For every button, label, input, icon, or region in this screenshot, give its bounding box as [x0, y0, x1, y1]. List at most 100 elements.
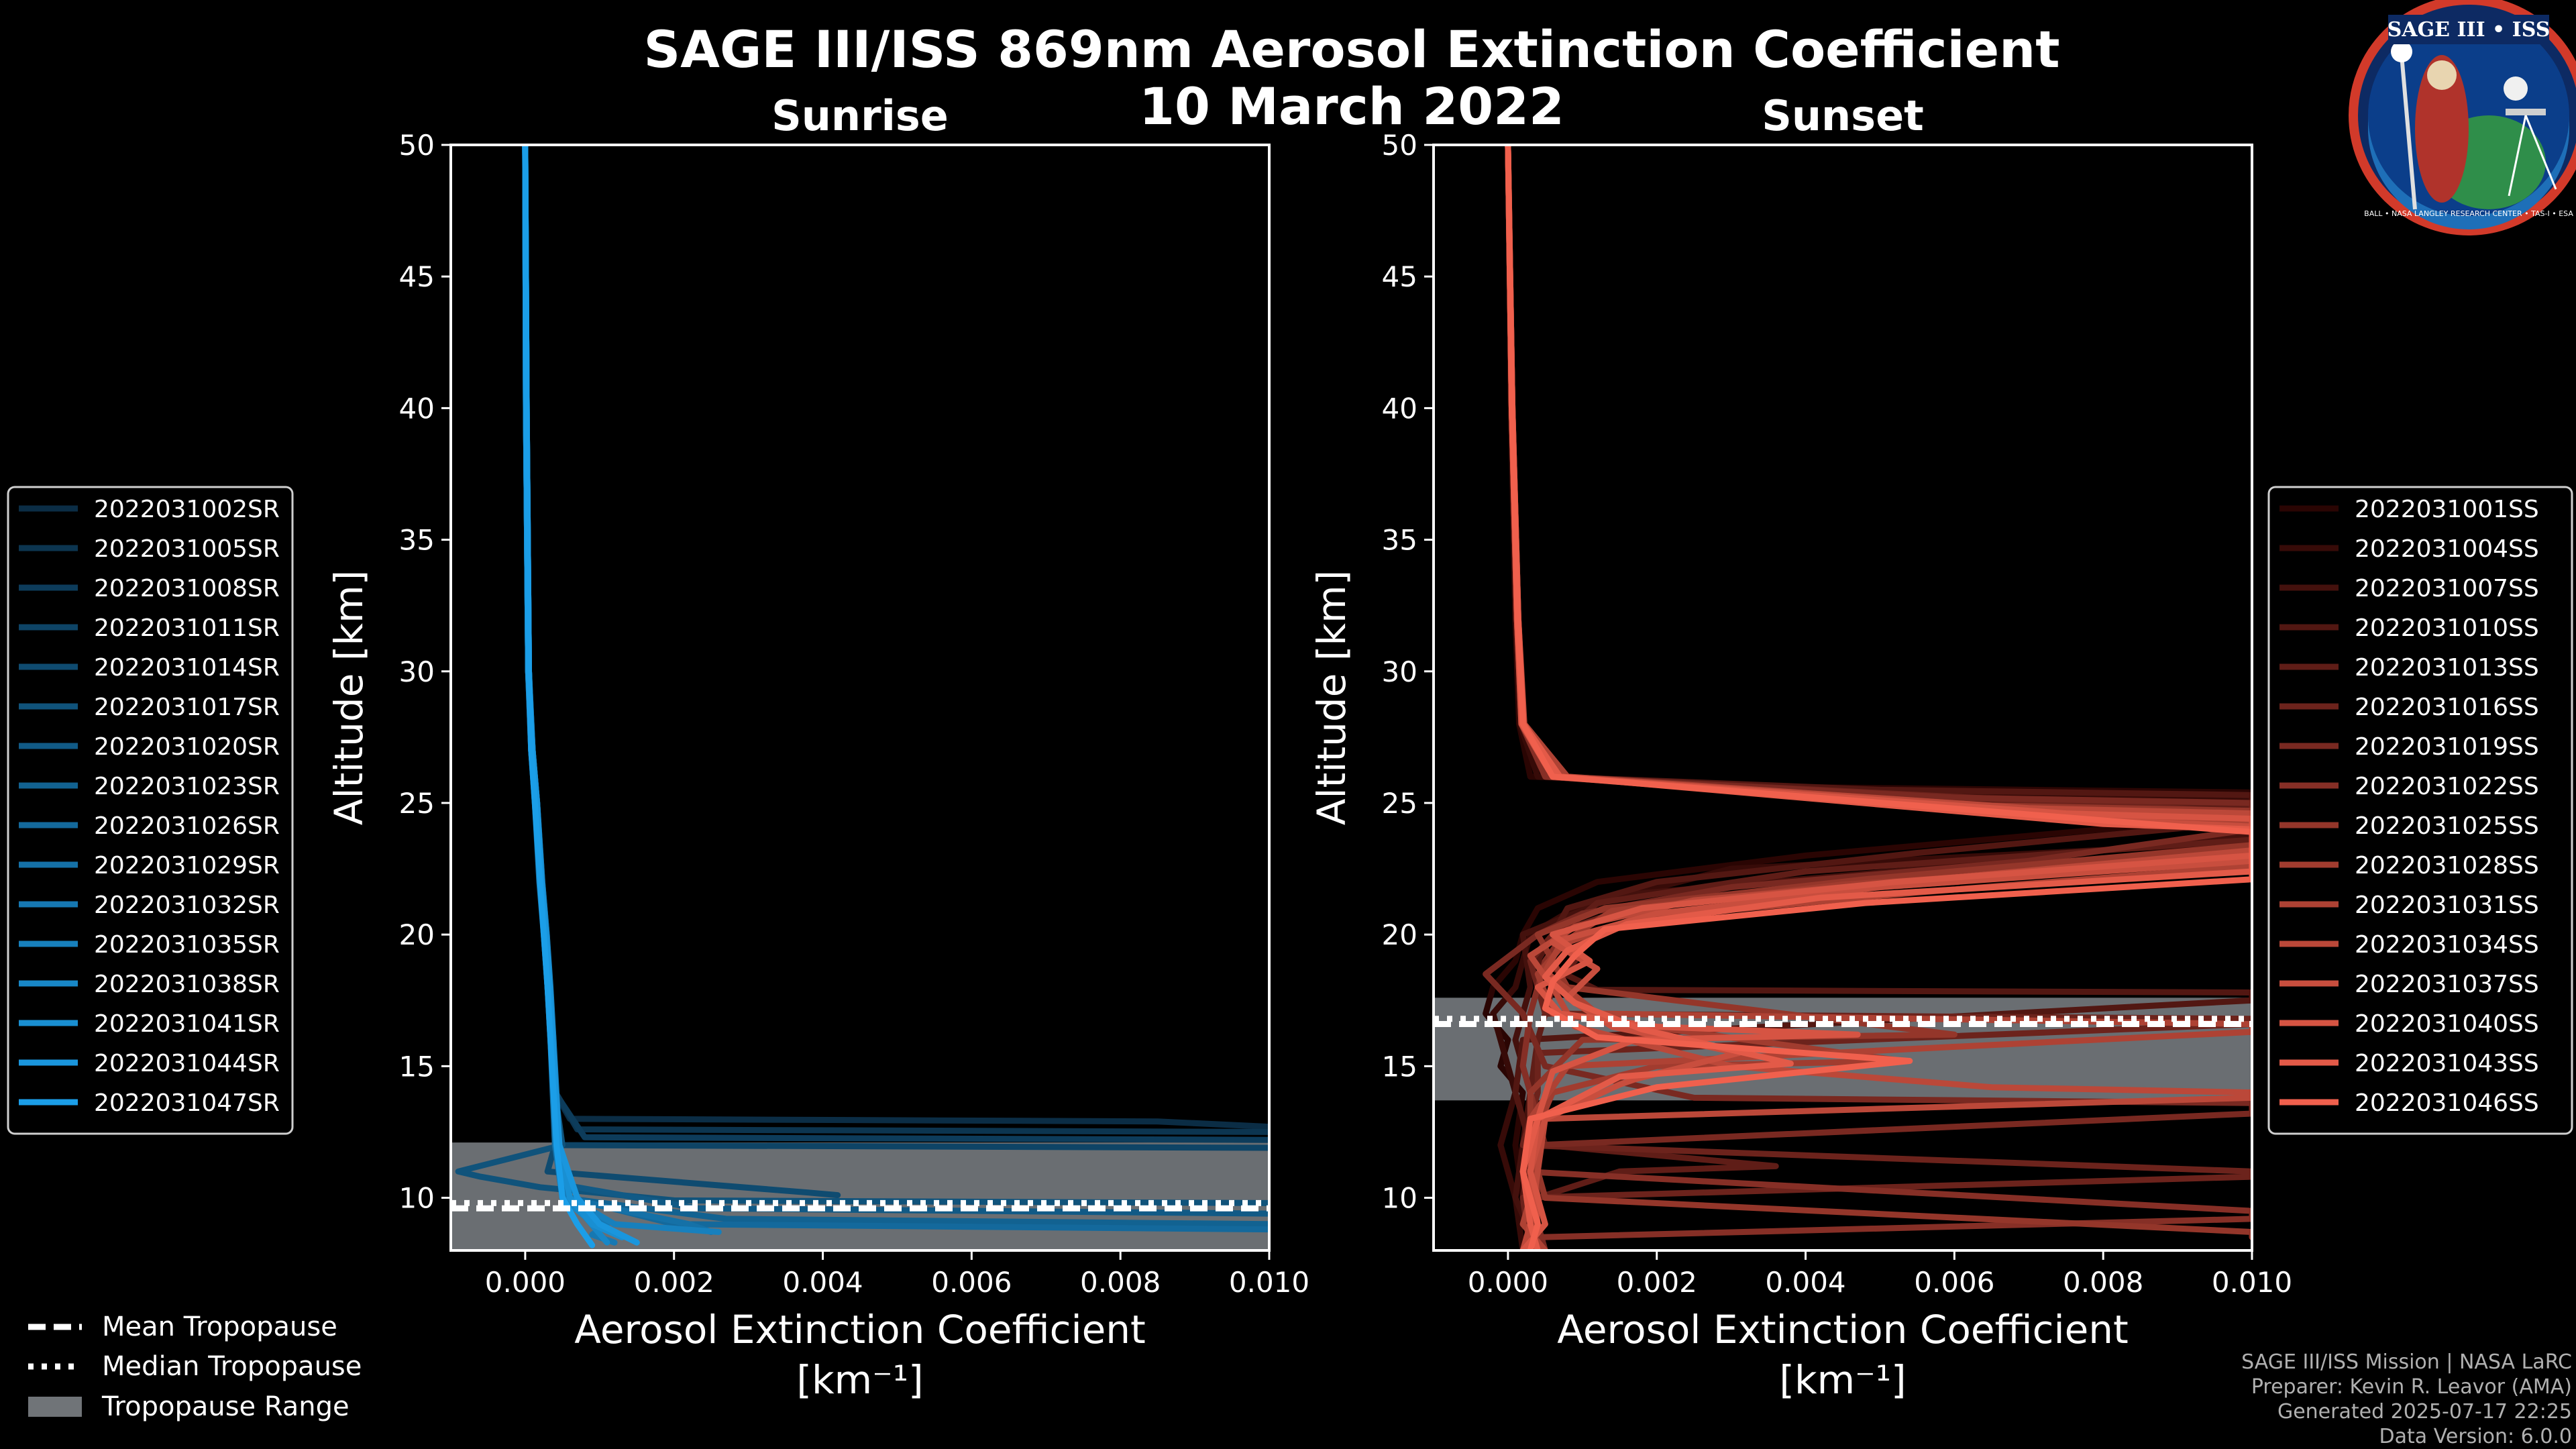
- sunrise-legend-label: 2022031041SR: [94, 1010, 280, 1038]
- sunrise-legend-label: 2022031008SR: [94, 575, 280, 602]
- sunrise-legend-label: 2022031047SR: [94, 1089, 280, 1117]
- sunrise-xlabel: Aerosol Extinction Coefficient: [574, 1307, 1146, 1352]
- footer-generated: Generated 2025-07-17 22:25: [2277, 1400, 2572, 1424]
- sunset-xtick-label: 0.006: [1914, 1266, 1994, 1299]
- sunset-xlabel: Aerosol Extinction Coefficient: [1557, 1307, 2129, 1352]
- sunrise-legend-label: 2022031005SR: [94, 535, 280, 563]
- sunrise-xtick-label: 0.010: [1229, 1266, 1309, 1299]
- sunrise-ytick-label: 45: [399, 260, 435, 293]
- sunset-ytick-label: 40: [1382, 392, 1417, 425]
- footer-mission: SAGE III/ISS Mission | NASA LaRC: [2241, 1350, 2572, 1374]
- sunrise-ylabel: Altitude [km]: [326, 570, 372, 825]
- sunset-legend-label: 2022031043SS: [2355, 1050, 2539, 1077]
- sunrise-legend: 2022031002SR 2022031005SR 2022031008SR 2022…: [7, 486, 294, 1135]
- sunrise-legend-label: 2022031014SR: [94, 654, 280, 682]
- sunset-ytick-label: 30: [1382, 655, 1417, 688]
- figure-silhouette-icon: [2415, 55, 2469, 203]
- sunset-legend-label: 2022031037SS: [2355, 971, 2539, 998]
- sunset-ylabel: Altitude [km]: [1309, 570, 1354, 825]
- sunset-legend-label: 2022031031SS: [2355, 892, 2539, 919]
- sunset-ytick-label: 35: [1382, 524, 1417, 557]
- sunrise-legend-label: 2022031026SR: [94, 812, 280, 840]
- sunrise-legend-label: 2022031044SR: [94, 1050, 280, 1077]
- sunrise-legend-label: 2022031023SR: [94, 773, 280, 800]
- sunset-legend-label: 2022031004SS: [2355, 535, 2539, 563]
- sunrise-legend-label: 2022031035SR: [94, 931, 280, 959]
- moon-icon: [2504, 76, 2528, 101]
- sunset-legend-label: 2022031040SS: [2355, 1010, 2539, 1038]
- sunrise-ytick-label: 25: [399, 787, 435, 820]
- sunrise-legend-label: 2022031017SR: [94, 694, 280, 721]
- sunset-legend-label: 2022031016SS: [2355, 694, 2539, 721]
- sunset-ytick-label: 20: [1382, 918, 1417, 951]
- sunrise-ytick-label: 30: [399, 655, 435, 688]
- sunrise-tropopause-range: [451, 1142, 1269, 1250]
- sunset-legend-label: 2022031010SS: [2355, 614, 2539, 642]
- sunset-xtick-label: 0.000: [1468, 1266, 1548, 1299]
- sunset-legend-label: 2022031019SS: [2355, 733, 2539, 761]
- figure-title: SAGE III/ISS 869nm Aerosol Extinction Co…: [643, 19, 2059, 79]
- sunrise-legend-frame: [7, 486, 294, 1135]
- sunset-series-2022031046SS: [1505, 145, 2252, 1250]
- sunset-panel-title: Sunset: [1762, 91, 1924, 140]
- sage-iii-logo: SAGE III • ISS BALL • NASA LANGLEY RESEA…: [2349, 0, 2576, 235]
- sunrise-legend-label: 2022031011SR: [94, 614, 280, 642]
- sunrise-series-2022031047SR: [522, 145, 596, 1248]
- sunrise-axes-frame: [449, 144, 1271, 1252]
- sunrise-legend-label: 2022031029SR: [94, 852, 280, 879]
- sunset-legend-label: 2022031007SS: [2355, 575, 2539, 602]
- figure-date: 10 March 2022: [1139, 76, 1564, 136]
- footer-preparer: Preparer: Kevin R. Leavor (AMA): [2251, 1375, 2572, 1399]
- sunrise-plot-area: [451, 145, 1269, 1250]
- sunrise-plot-content: [451, 145, 1269, 1250]
- sunset-legend-frame: [2267, 486, 2573, 1135]
- tropopause-range-label: Tropopause Range: [101, 1391, 350, 1422]
- sunrise-xtick-label: 0.008: [1080, 1266, 1161, 1299]
- sunrise-ytick-label: 40: [399, 392, 435, 425]
- sunrise-ytick-label: 20: [399, 918, 435, 951]
- sunrise-xunits: [km⁻¹]: [796, 1357, 923, 1403]
- sunrise-ytick-label: 10: [399, 1182, 435, 1215]
- sunset-legend-label: 2022031013SS: [2355, 654, 2539, 682]
- sunset-ytick-label: 50: [1382, 129, 1417, 162]
- sunrise-ytick-label: 35: [399, 524, 435, 557]
- sunset-legend-label: 2022031046SS: [2355, 1089, 2539, 1117]
- sunrise-legend-label: 2022031002SR: [94, 496, 280, 523]
- sunrise-panel-title: Sunrise: [771, 91, 949, 140]
- sunset-xunits: [km⁻¹]: [1779, 1357, 1906, 1403]
- sunset-ytick-label: 15: [1382, 1050, 1417, 1083]
- sunset-legend: 2022031001SS 2022031004SS 2022031007SS 2022…: [2267, 486, 2573, 1135]
- sunset-xtick-label: 0.004: [1765, 1266, 1845, 1299]
- sunset-legend-label: 2022031025SS: [2355, 812, 2539, 840]
- sunrise-legend-label: 2022031032SR: [94, 892, 280, 919]
- sunset-legend-label: 2022031034SS: [2355, 931, 2539, 959]
- mean-tropopause-label: Mean Tropopause: [102, 1311, 337, 1342]
- sunset-ytick-label: 25: [1382, 787, 1417, 820]
- sunrise-xtick-label: 0.004: [782, 1266, 863, 1299]
- sunset-legend-label: 2022031028SS: [2355, 852, 2539, 879]
- sunrise-xtick-label: 0.000: [485, 1266, 566, 1299]
- sunrise-ytick-label: 15: [399, 1050, 435, 1083]
- sunrise-ytick-label: 50: [399, 129, 435, 162]
- sunrise-legend-label: 2022031020SR: [94, 733, 280, 761]
- sunset-legend-label: 2022031001SS: [2355, 496, 2539, 523]
- sunset-legend-label: 2022031022SS: [2355, 773, 2539, 800]
- sunset-panel: 10 15 20 25 30 35 40 45 50 0.000 0.002 0.004 0.006 0.…: [1309, 91, 2573, 1403]
- sunset-plot-content: [1434, 145, 2252, 1250]
- tropopause-legend: Mean Tropopause Median Tropopause Tropop…: [28, 1311, 362, 1422]
- sunset-xtick-label: 0.008: [2063, 1266, 2143, 1299]
- space-station-icon: [2506, 109, 2546, 115]
- median-tropopause-label: Median Tropopause: [102, 1351, 362, 1382]
- footer-credits: SAGE III/ISS Mission | NASA LaRC Prepare…: [2241, 1350, 2572, 1448]
- sunset-ytick-label: 10: [1382, 1182, 1417, 1215]
- sunset-xtick-label: 0.010: [2212, 1266, 2292, 1299]
- tropopause-range-swatch: [28, 1397, 82, 1417]
- sunrise-xtick-label: 0.002: [634, 1266, 714, 1299]
- sunset-xtick-label: 0.002: [1617, 1266, 1697, 1299]
- sunrise-panel: 10 15 20 25 30 35 40 45 50 0.000 0.002 0.004 0.006 0.…: [7, 91, 1309, 1403]
- figure-title-group: SAGE III/ISS 869nm Aerosol Extinction Co…: [643, 19, 2059, 136]
- sunset-axes-frame: [1432, 144, 2253, 1252]
- sunset-ytick-label: 45: [1382, 260, 1417, 293]
- footer-version: Data Version: 6.0.0: [2379, 1425, 2572, 1448]
